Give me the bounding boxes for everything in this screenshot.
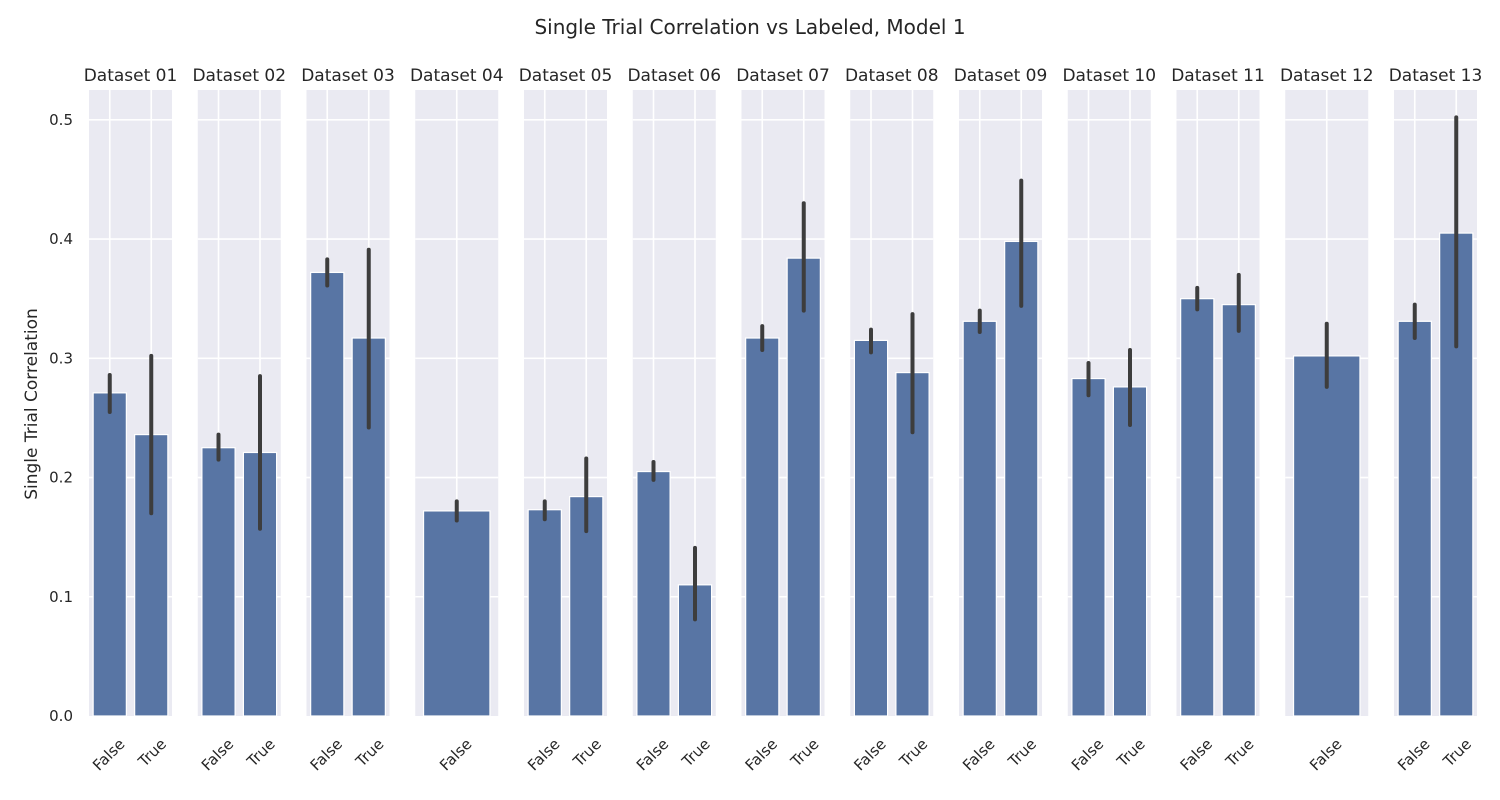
bar [201, 447, 236, 717]
panel-12: Dataset 12 False [1280, 66, 1374, 774]
panel-9: Dataset 09 False True [954, 66, 1048, 774]
bar [962, 320, 997, 717]
x-tick-label: False [89, 735, 128, 774]
bar [853, 339, 889, 717]
x-tick-label: True [895, 735, 931, 771]
x-tick-label: False [1177, 735, 1216, 774]
panel-4: Dataset 04 False [410, 66, 504, 774]
x-tick-label: True [352, 735, 388, 771]
y-tick-label: 0.3 [49, 349, 73, 367]
x-tick-label: True [569, 735, 605, 771]
x-tick-label: False [633, 735, 672, 774]
panel-title: Dataset 03 [301, 66, 395, 86]
y-tick-label: 0.4 [49, 230, 73, 248]
bar [310, 271, 345, 717]
x-tick-label: True [678, 735, 714, 771]
panel-2: Dataset 02 False True [192, 66, 286, 774]
bar [1004, 240, 1039, 717]
x-tick-label: True [1113, 735, 1149, 771]
panel-title: Dataset 04 [410, 66, 504, 86]
panel-5: Dataset 05 False True [519, 66, 613, 774]
panel-6: Dataset 06 False True [627, 66, 721, 774]
y-tick-label: 0.1 [49, 588, 73, 606]
chart-title: Single Trial Correlation vs Labeled, Mod… [534, 15, 965, 39]
panel-title: Dataset 06 [627, 66, 721, 86]
x-tick-label: False [850, 735, 889, 774]
bar [636, 470, 671, 717]
panel-1: Dataset 01 False True [84, 66, 178, 774]
bar [1292, 355, 1361, 717]
bar [745, 337, 780, 717]
panel-title: Dataset 12 [1280, 66, 1374, 86]
panel-title: Dataset 01 [84, 66, 178, 86]
panel-title: Dataset 11 [1171, 66, 1265, 86]
panel-13: Dataset 13 False True [1389, 66, 1483, 774]
y-tick-label: 0.0 [49, 707, 73, 725]
x-tick-label: True [1004, 735, 1040, 771]
x-tick-label: False [198, 735, 237, 774]
y-axis-label: Single Trial Correlation [22, 308, 42, 500]
x-tick-label: True [1439, 735, 1475, 771]
x-tick-label: False [307, 735, 346, 774]
x-tick-label: False [436, 735, 475, 774]
x-tick-label: False [1394, 735, 1433, 774]
panel-title: Dataset 08 [845, 66, 939, 86]
x-tick-label: False [1306, 735, 1345, 774]
bar [1071, 377, 1106, 717]
bar [527, 509, 562, 717]
x-tick-label: True [134, 735, 170, 771]
bar [422, 510, 491, 717]
bar [1221, 304, 1256, 717]
panel-title: Dataset 02 [192, 66, 286, 86]
x-tick-label: False [959, 735, 998, 774]
panel-7: Dataset 07 False True [736, 66, 830, 774]
panel-10: Dataset 10 False True [1062, 66, 1156, 774]
x-tick-label: False [1068, 735, 1107, 774]
panel-title: Dataset 05 [519, 66, 613, 86]
bar [1180, 298, 1215, 717]
panel-title: Dataset 09 [954, 66, 1048, 86]
panel-11: Dataset 11 False True [1171, 66, 1265, 774]
panel-title: Dataset 13 [1389, 66, 1483, 86]
panel-title: Dataset 10 [1062, 66, 1156, 86]
y-tick-label: 0.5 [49, 111, 73, 129]
panel-8: Dataset 08 False True [845, 66, 939, 774]
x-tick-label: True [243, 735, 279, 771]
x-tick-label: True [787, 735, 823, 771]
x-tick-label: False [524, 735, 563, 774]
panel-title: Dataset 07 [736, 66, 830, 86]
bar [92, 392, 127, 717]
x-tick-label: True [1222, 735, 1258, 771]
bar [1112, 386, 1148, 717]
bar [1397, 320, 1432, 717]
y-tick-label: 0.2 [49, 469, 73, 487]
bar [786, 257, 821, 717]
x-tick-label: False [742, 735, 781, 774]
panel-3: Dataset 03 False True [301, 66, 395, 774]
